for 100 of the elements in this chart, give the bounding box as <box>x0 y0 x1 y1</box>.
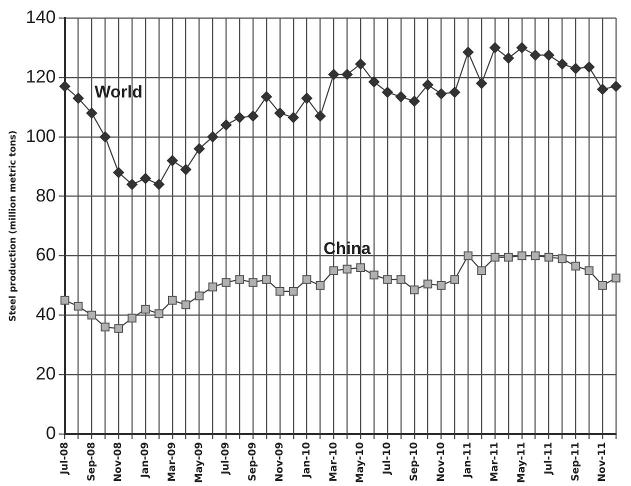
point <box>382 86 393 98</box>
point <box>302 275 312 284</box>
y-tick-label: 80 <box>36 185 56 206</box>
point <box>530 251 540 260</box>
point <box>598 281 607 290</box>
point <box>316 281 325 290</box>
point <box>356 263 365 272</box>
point <box>274 108 286 119</box>
point <box>436 88 447 100</box>
point <box>301 92 312 104</box>
point <box>612 274 620 282</box>
point <box>518 251 526 260</box>
point <box>128 314 136 323</box>
x-tick-label: Mar-11 <box>490 442 501 482</box>
point <box>248 110 259 122</box>
point <box>248 278 258 287</box>
x-tick-label: Nov-09 <box>274 442 286 482</box>
point <box>450 275 460 284</box>
point <box>516 42 528 54</box>
point <box>235 275 244 284</box>
point <box>502 52 514 64</box>
point <box>153 178 164 190</box>
point <box>180 164 192 176</box>
x-tick-label: Sep-11 <box>570 442 582 482</box>
point <box>556 58 568 70</box>
point <box>208 282 218 292</box>
point <box>597 84 608 95</box>
point <box>544 252 554 262</box>
point <box>262 275 271 284</box>
x-tick-label: Jul-11 <box>543 442 554 476</box>
point <box>207 131 218 142</box>
point <box>436 281 446 290</box>
point <box>113 167 124 178</box>
point <box>154 309 164 318</box>
point <box>462 46 474 58</box>
point <box>100 322 110 332</box>
point <box>476 78 488 89</box>
point <box>220 119 232 130</box>
point <box>194 291 204 300</box>
point <box>571 262 580 271</box>
point <box>314 110 326 122</box>
x-tick-label: Jan-10 <box>301 442 312 479</box>
point <box>490 252 500 262</box>
point <box>72 92 84 104</box>
y-tick-label: 60 <box>36 244 56 265</box>
point <box>87 310 96 320</box>
x-tick-label: Nov-11 <box>597 442 608 482</box>
point <box>395 91 406 102</box>
point <box>543 50 554 61</box>
point <box>126 178 138 190</box>
x-tick-label: May-11 <box>516 442 528 484</box>
point <box>74 302 83 311</box>
point <box>140 172 151 184</box>
x-tick-label: May-10 <box>355 442 366 484</box>
x-tick-label: Mar-10 <box>328 442 340 482</box>
point <box>59 80 70 92</box>
point <box>329 266 338 275</box>
y-tick-label: 0 <box>46 422 56 443</box>
point <box>355 58 366 70</box>
y-tick-label: 100 <box>26 126 56 146</box>
point <box>558 254 567 264</box>
point <box>260 91 272 102</box>
point <box>584 62 595 73</box>
y-tick-label: 20 <box>36 364 56 384</box>
x-tick-label: Sep-08 <box>86 442 98 482</box>
point <box>342 264 352 274</box>
point <box>530 50 541 61</box>
point <box>276 287 284 296</box>
x-tick-label: Jan-11 <box>462 442 474 479</box>
point <box>86 108 98 119</box>
point <box>60 296 70 305</box>
point <box>370 270 378 280</box>
point <box>477 266 486 275</box>
x-tick-label: Sep-10 <box>408 442 420 482</box>
x-tick-label: Nov-10 <box>436 442 447 482</box>
point <box>194 143 205 154</box>
x-tick-label: Jul-10 <box>382 442 394 476</box>
point <box>464 251 473 260</box>
point <box>584 266 594 275</box>
point <box>423 280 432 288</box>
point <box>570 63 582 74</box>
point <box>288 287 298 296</box>
y-axis-title: Steel production (million metric tons) <box>8 130 19 322</box>
x-tick-label: Jan-09 <box>140 442 152 479</box>
x-tick-label: Nov-08 <box>113 442 124 482</box>
point <box>368 76 380 88</box>
x-tick-label: May-09 <box>194 442 205 484</box>
point <box>234 112 246 124</box>
x-tick-label: Mar-09 <box>166 442 178 482</box>
point <box>100 131 111 142</box>
point <box>504 252 513 262</box>
point <box>328 68 340 80</box>
point <box>396 275 406 284</box>
x-tick-label: Sep-09 <box>248 442 259 482</box>
point <box>422 79 434 90</box>
x-tick-label: Jul-09 <box>220 442 232 476</box>
point <box>610 80 622 92</box>
point <box>288 112 299 124</box>
point <box>114 324 123 333</box>
x-tick-label: Jul-08 <box>59 442 70 476</box>
